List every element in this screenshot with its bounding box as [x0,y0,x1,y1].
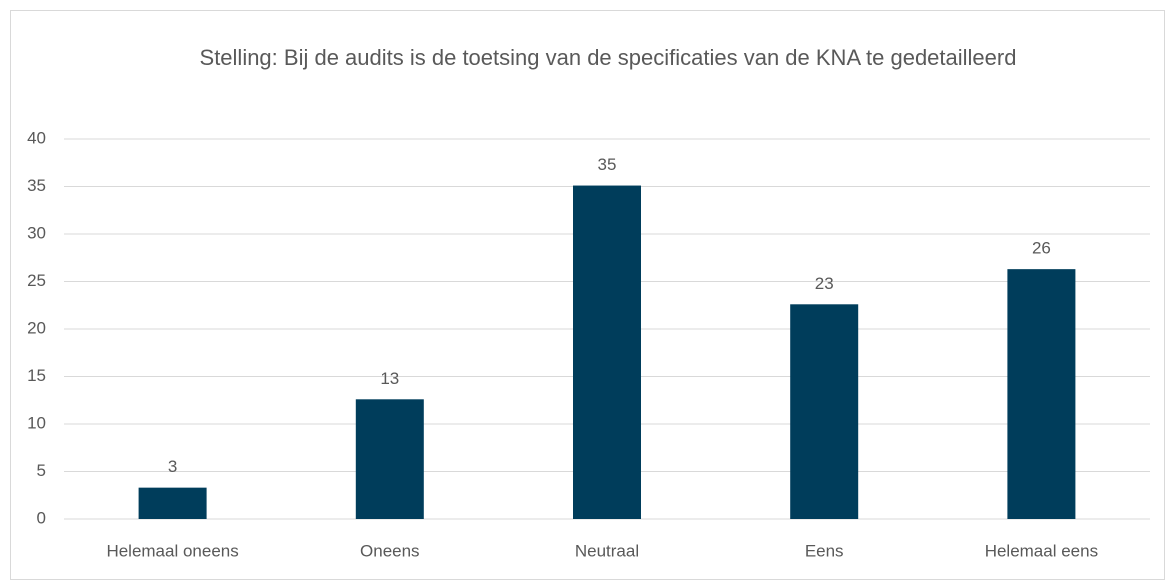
x-tick-label: Oneens [360,541,420,560]
bar [790,304,859,519]
bar [355,399,424,519]
x-tick-label: Neutraal [575,541,639,560]
value-label: 35 [598,155,617,174]
y-tick-label: 20 [27,318,46,337]
x-tick-label: Helemaal eens [985,541,1098,560]
value-label: 26 [1032,239,1051,258]
y-tick-label: 35 [27,176,46,195]
chart-title: Stelling: Bij de audits is de toetsing v… [199,45,1017,70]
value-label: 13 [380,369,399,388]
bar [138,487,207,519]
value-label: 3 [168,457,177,476]
x-tick-label: Helemaal oneens [106,541,238,560]
y-tick-label: 0 [37,508,46,527]
y-tick-label: 25 [27,271,46,290]
y-tick-label: 40 [27,128,46,147]
x-tick-label: Eens [805,541,844,560]
y-tick-label: 10 [27,413,46,432]
value-label: 23 [815,274,834,293]
y-tick-label: 30 [27,223,46,242]
bar [573,185,641,520]
y-tick-label: 15 [27,366,46,385]
y-tick-label: 5 [37,461,46,480]
bar [1007,269,1076,519]
